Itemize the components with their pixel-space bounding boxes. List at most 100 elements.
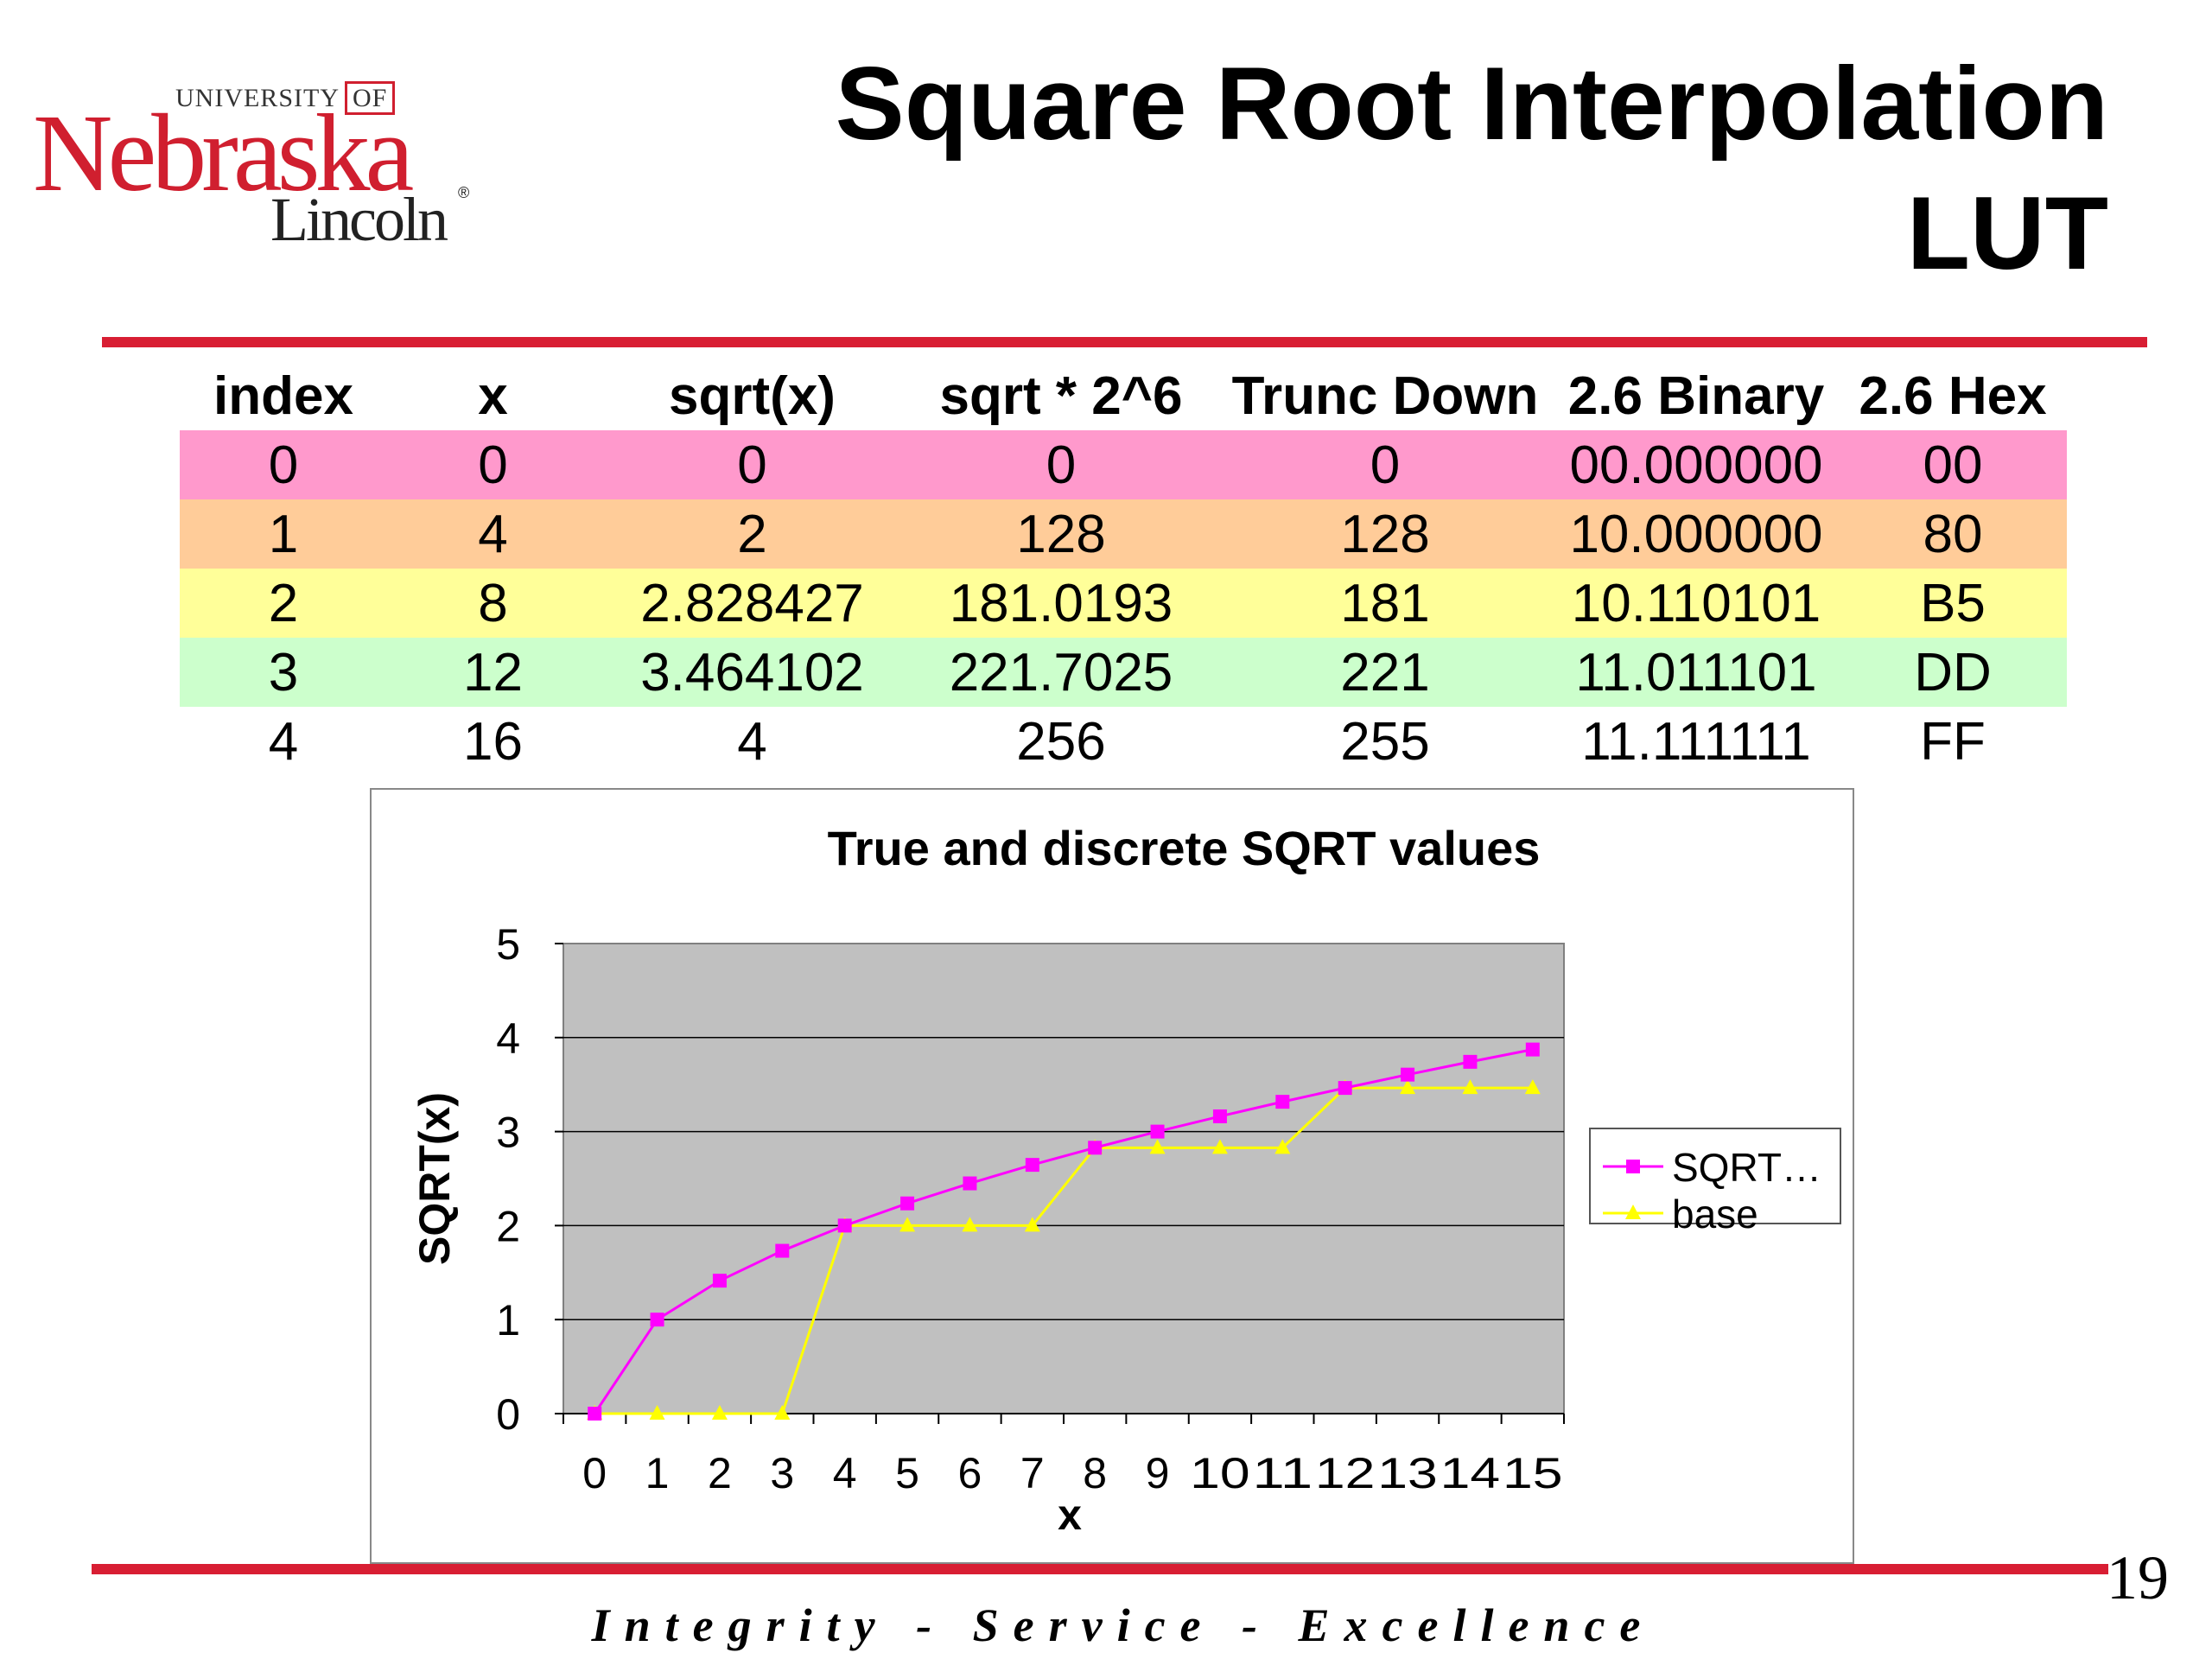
logo-nebraska: Nebraska (33, 92, 414, 214)
table-cell: DD (1839, 638, 2067, 707)
table-cell: B5 (1839, 569, 2067, 638)
legend-marker (1625, 1205, 1641, 1219)
table-row: 3 12 3.464102 221.7025 221 11.011101 DD (180, 638, 2067, 707)
table-cell: 3.464102 (599, 638, 906, 707)
table-cell: 0 (599, 430, 906, 499)
y-tick-label: 1 (496, 1296, 520, 1344)
data-point (1400, 1079, 1416, 1095)
data-point (774, 1405, 791, 1420)
logo-lincoln: Lincoln (270, 185, 448, 254)
table-cell: 4 (387, 499, 599, 569)
x-tick-label: 5 (895, 1449, 919, 1497)
data-point (962, 1217, 978, 1232)
series-layer (587, 1042, 1541, 1421)
y-tick-label: 5 (496, 920, 520, 969)
x-tick-label: 3 (770, 1449, 794, 1497)
header-binary: 2.6 Binary (1567, 365, 1825, 426)
table-cell: 3 (180, 638, 387, 707)
table-cell: 12 (387, 638, 599, 707)
top-divider (102, 337, 2147, 347)
table-cell: 1 (180, 499, 387, 569)
x-tick-label: 11 (1253, 1449, 1313, 1497)
table-cell: 2.828427 (599, 569, 906, 638)
y-tick-label: 0 (496, 1390, 520, 1439)
table-cell: 11.011101 (1554, 638, 1839, 707)
chart-title: True and discrete SQRT values (828, 821, 1541, 875)
header-index: index (213, 365, 353, 426)
table-cell: 2 (180, 569, 387, 638)
series-line-base (594, 1086, 1533, 1415)
data-point (649, 1405, 665, 1420)
data-point (1338, 1081, 1352, 1096)
table-cell: 221.7025 (906, 638, 1217, 707)
data-point (1462, 1079, 1478, 1095)
plot-area (563, 943, 1565, 1414)
data-point (1150, 1124, 1165, 1139)
table-cell: 00.000000 (1554, 430, 1839, 499)
data-point (1274, 1139, 1291, 1154)
table-cell: 128 (906, 499, 1217, 569)
table-row: 2 8 2.828427 181.0193 181 10.110101 B5 (180, 569, 2067, 638)
table-cell: 10.000000 (1554, 499, 1839, 569)
slide-title-line-1: Square Root Interpolation (835, 46, 2108, 162)
data-point (1149, 1139, 1166, 1154)
x-tick-label: 6 (958, 1449, 982, 1497)
university-logo: UNIVERSITY OF Nebraska Lincoln ® (33, 73, 482, 255)
legend-items: SQRT…base (1603, 1145, 1821, 1236)
table-cell: 16 (387, 707, 599, 776)
header-x: x (478, 365, 508, 426)
x-tick-label: 0 (582, 1449, 607, 1497)
table-cell: 0 (1217, 430, 1554, 499)
logo-registered-mark: ® (458, 184, 470, 201)
x-tick-label: 9 (1146, 1449, 1170, 1497)
table-cell: 4 (599, 707, 906, 776)
y-tick-label: 3 (496, 1109, 520, 1157)
data-point (775, 1243, 790, 1258)
x-tick-label: 14 (1440, 1449, 1500, 1497)
table-cell: 0 (387, 430, 599, 499)
data-point (1024, 1217, 1040, 1232)
data-point (1401, 1067, 1415, 1082)
table-row: 1 4 2 128 128 10.000000 80 (180, 499, 2067, 569)
table-cell: 128 (1217, 499, 1554, 569)
lut-table: index x sqrt(x) sqrt * 2^6 Trunc Down 2.… (180, 361, 2067, 776)
header-hex: 2.6 Hex (1859, 365, 2047, 426)
footer-motto: Integrity - Service - Excellence (591, 1599, 1656, 1651)
table-cell: 221 (1217, 638, 1554, 707)
table-row: 0 0 0 0 0 00.000000 00 (180, 430, 2067, 499)
x-tick-label: 13 (1377, 1449, 1437, 1497)
table-cell: 181 (1217, 569, 1554, 638)
data-point (1524, 1079, 1541, 1095)
table-cell: 11.111111 (1554, 707, 1839, 776)
data-point (1211, 1139, 1228, 1154)
data-point (711, 1405, 728, 1420)
data-point (588, 1407, 602, 1421)
table-cell: 0 (906, 430, 1217, 499)
page-number: 19 (2107, 1543, 2169, 1612)
data-point (900, 1196, 915, 1211)
x-tick-label: 10 (1190, 1449, 1249, 1497)
data-point (650, 1313, 664, 1327)
x-tick-label: 4 (833, 1449, 857, 1497)
logo-of: OF (345, 81, 396, 115)
legend-label: base (1672, 1192, 1758, 1236)
table-cell: 4 (180, 707, 387, 776)
table-header-row: index x sqrt(x) sqrt * 2^6 Trunc Down 2.… (180, 361, 2067, 430)
x-tick-label: 12 (1315, 1449, 1375, 1497)
table-row: 4 16 4 256 255 11.111111 FF (180, 707, 2067, 776)
table-cell: 00 (1839, 430, 2067, 499)
data-point (1525, 1042, 1540, 1057)
table-cell: 8 (387, 569, 599, 638)
table-cell: 2 (599, 499, 906, 569)
data-point (1275, 1095, 1290, 1109)
x-axis: 0 1 2 3 4 5 6 7 8 9 10 11 12 13 14 15 (563, 1413, 1565, 1497)
data-point (899, 1217, 916, 1232)
logo-university: UNIVERSITY (175, 84, 340, 112)
table-cell: 181.0193 (906, 569, 1217, 638)
table-cell: 256 (906, 707, 1217, 776)
data-point (1088, 1141, 1103, 1155)
data-point (1212, 1109, 1227, 1123)
header-trunc-down: Trunc Down (1231, 365, 1539, 426)
